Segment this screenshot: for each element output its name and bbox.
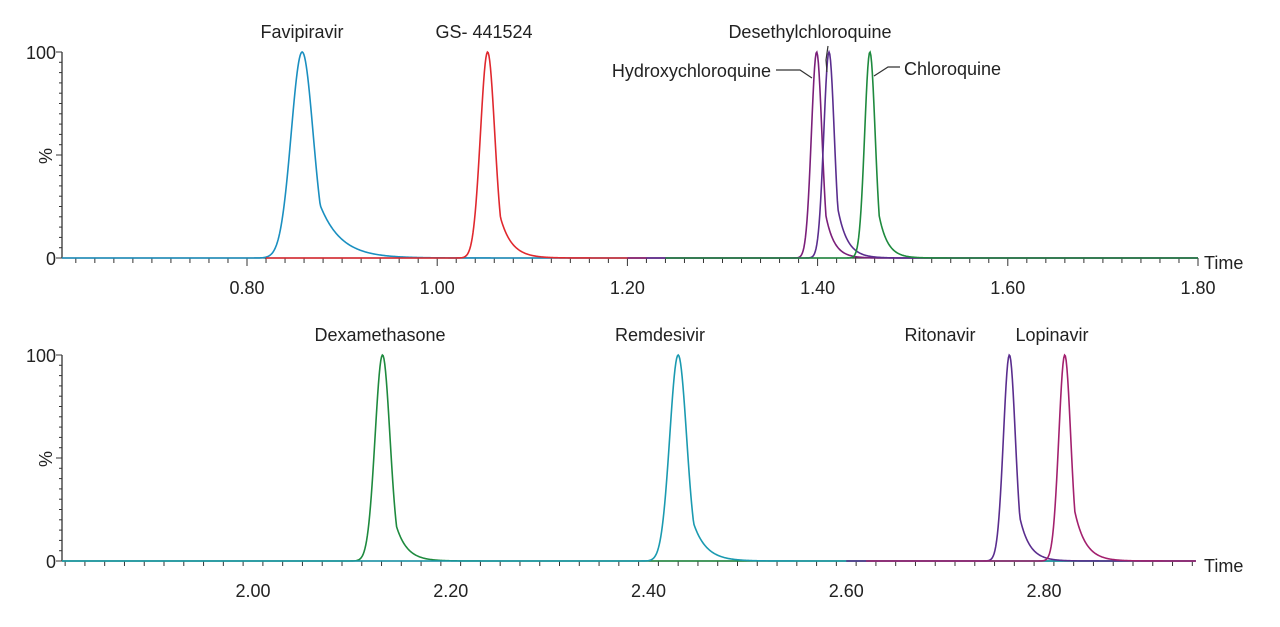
y-tick-label-100: 100 [26,346,56,366]
peak-label-desethylchloroquine: Desethylchloroquine [728,22,891,42]
x-tick-label-0.80: 0.80 [229,278,264,298]
peak-label-dexamethasone: Dexamethasone [314,325,445,345]
x-tick-label-2.00: 2.00 [235,581,270,601]
trace-gs-441524 [266,50,647,259]
peak-label-ritonavir: Ritonavir [904,325,975,345]
peak-label-gs-441524: GS‑ 441524 [435,22,532,42]
leader-line-hydroxychloroquine [776,69,813,79]
y-axis-title: % [36,148,56,164]
peak-traces [62,353,1196,562]
x-tick-label-1.20: 1.20 [610,278,645,298]
trace-lopinavir [866,353,1196,562]
y-tick-marks [56,51,62,259]
x-axis-title: Time [1204,556,1243,576]
peak-label-lopinavir: Lopinavir [1015,325,1088,345]
trace-favipiravir [62,51,628,259]
x-tick-label-2.40: 2.40 [631,581,666,601]
x-tick-label-2.60: 2.60 [829,581,864,601]
trace-remdesivir [62,353,1196,562]
y-tick-label-0: 0 [46,552,56,572]
peak-traces [62,49,1198,259]
x-tick-label-1.40: 1.40 [800,278,835,298]
x-tick-marks [64,561,1193,566]
trace-dexamethasone [62,353,1196,562]
x-tick-label-1.60: 1.60 [990,278,1025,298]
trace-ritonavir [846,353,1196,562]
trace-desethylchloroquine [646,49,1198,259]
peak-label-chloroquine: Chloroquine [904,59,1001,79]
peak-label-favipiravir: Favipiravir [260,22,343,42]
x-tick-marks [75,258,1199,266]
leader-line-chloroquine [873,66,900,77]
y-tick-marks [56,354,62,562]
x-tick-label-1.80: 1.80 [1180,278,1215,298]
x-tick-label-2.20: 2.20 [433,581,468,601]
trace-chloroquine [665,50,1198,259]
x-tick-labels: 0.80 1.00 1.20 1.40 1.60 1.80 [229,278,1215,298]
peak-label-remdesivir: Remdesivir [615,325,705,345]
trace-hydroxychloroquine [627,50,1198,259]
y-tick-label-0: 0 [46,249,56,269]
x-axis-title: Time [1204,253,1243,273]
x-tick-labels: 2.00 2.20 2.40 2.60 2.80 [235,581,1061,601]
y-tick-label-100: 100 [26,43,56,63]
y-axis-title: % [36,451,56,467]
bottom-chromatogram-panel: 100 0 % Time 2.00 2.20 2.40 2.60 2.80 De… [26,325,1243,601]
leader-line-desethylchloroquine [825,45,829,73]
top-chromatogram-panel: 100 0 % Time 0.80 1.00 1.20 1.40 1.60 1.… [26,22,1243,298]
x-tick-label-2.80: 2.80 [1026,581,1061,601]
x-tick-label-1.00: 1.00 [420,278,455,298]
peak-label-hydroxychloroquine: Hydroxychloroquine [612,61,771,81]
